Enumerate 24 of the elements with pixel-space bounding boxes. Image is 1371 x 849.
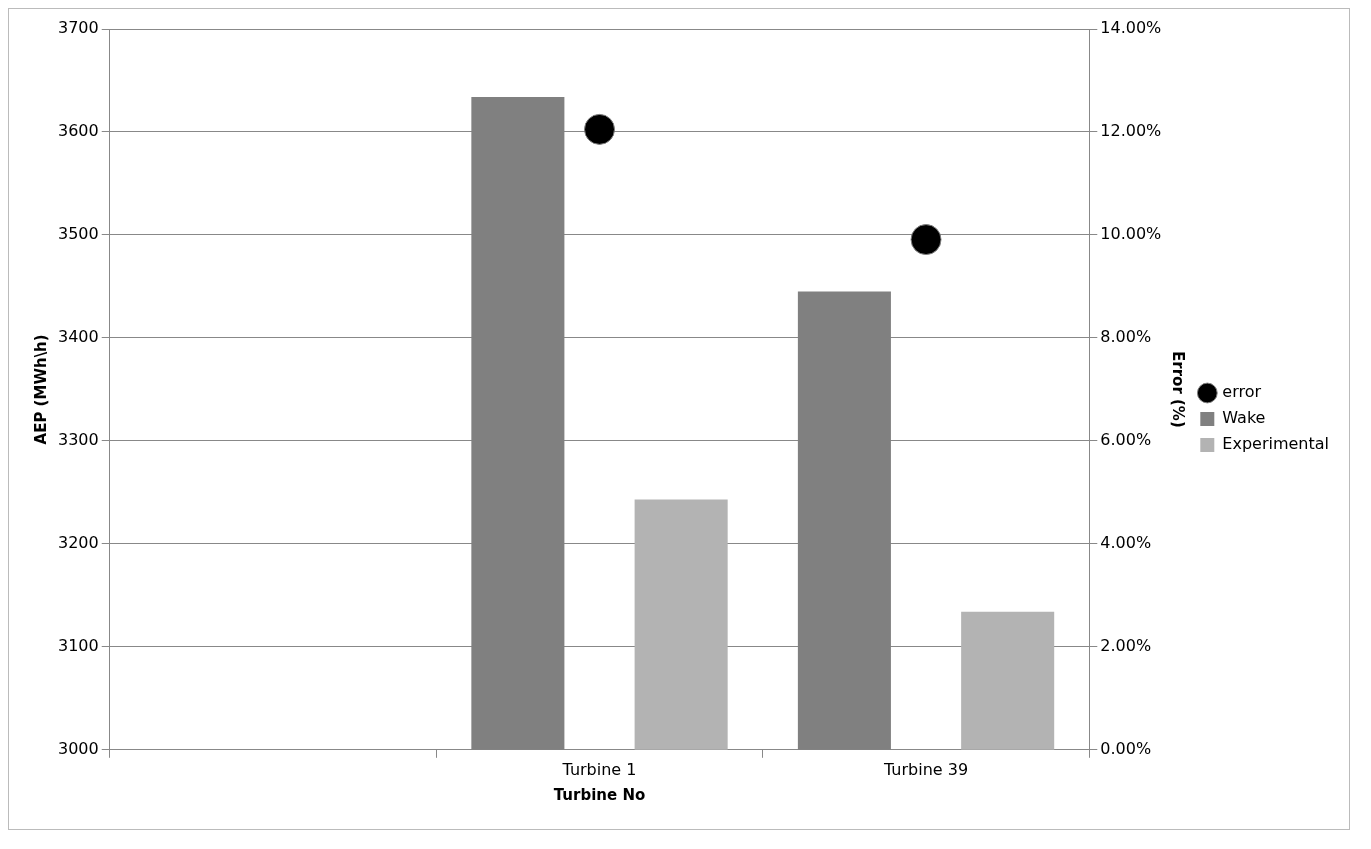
x-axis-title: Turbine No	[553, 785, 646, 804]
y-tick-label: 3600	[58, 121, 99, 141]
y-tick-label: 3700	[58, 18, 99, 38]
y2-tick-label: 0.00%	[1100, 738, 1152, 758]
y-tick-label: 3500	[58, 224, 99, 244]
y2-tick-label: 12.00%	[1100, 121, 1162, 141]
y-tick-label: 3300	[58, 430, 99, 450]
y-tick-label: 3000	[58, 738, 99, 758]
y-axis-title: AEP (MWh\h)	[31, 334, 50, 445]
y-tick-label: 3200	[58, 533, 99, 553]
x-tick-label: Turbine 1	[561, 759, 637, 779]
y-tick-label: 3100	[58, 635, 99, 655]
y2-tick-label: 8.00%	[1100, 327, 1152, 347]
y-tick-label: 3400	[58, 327, 99, 347]
y2-tick-label: 14.00%	[1100, 18, 1162, 38]
y2-axis-title: Error (%)	[1169, 351, 1188, 428]
x-tick-label: Turbine 39	[882, 759, 969, 779]
y2-tick-label: 4.00%	[1100, 533, 1152, 553]
legend-label: error	[1222, 382, 1262, 402]
legend-label: Experimental	[1222, 434, 1330, 454]
legend-label: Wake	[1222, 408, 1266, 428]
y2-tick-label: 6.00%	[1100, 430, 1152, 450]
y2-tick-label: 10.00%	[1100, 224, 1162, 244]
y2-tick-label: 2.00%	[1100, 635, 1152, 655]
